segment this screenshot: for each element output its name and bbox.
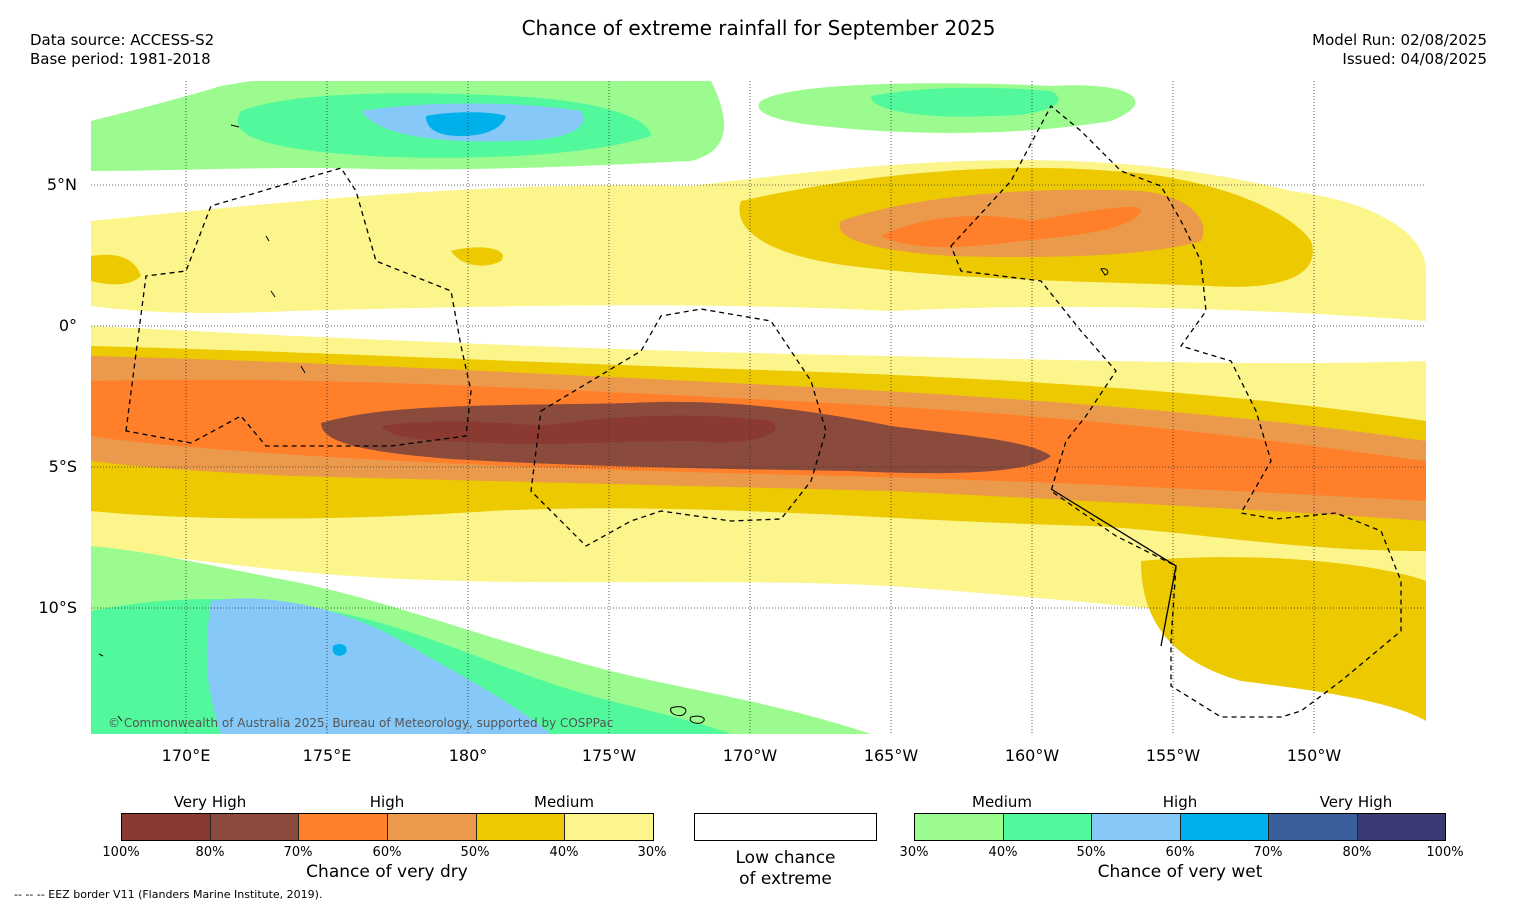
lat-label-0: 0° bbox=[58, 316, 77, 335]
south-wet-veryhigh-region bbox=[206, 598, 552, 734]
dry-tick-70: 70% bbox=[283, 845, 313, 860]
lon-label-170e: 170°E bbox=[161, 746, 211, 765]
wet-tick-40: 40% bbox=[988, 845, 1018, 860]
north-dry-high-band-2 bbox=[91, 254, 141, 285]
lon-label-175w: 175°W bbox=[581, 746, 637, 765]
wet-swatch-2 bbox=[1003, 814, 1092, 840]
wet-tick-60: 60% bbox=[1165, 845, 1195, 860]
dry-tick-100: 100% bbox=[102, 845, 140, 860]
data-source-label: Data source: ACCESS-S2 bbox=[30, 31, 215, 49]
low-chance-label-line1: Low chance bbox=[735, 848, 836, 868]
wet-colorbar bbox=[914, 813, 1446, 841]
lon-label-165w: 165°W bbox=[863, 746, 919, 765]
graticule bbox=[91, 81, 1426, 734]
dry-tick-40: 40% bbox=[549, 845, 579, 860]
dry-category-medium: Medium bbox=[534, 793, 594, 811]
dry-category-high: High bbox=[369, 793, 405, 811]
low-chance-label-line2: of extreme bbox=[739, 869, 832, 889]
dry-category-very-high: Very High bbox=[173, 793, 247, 811]
north-wet-extreme-region bbox=[426, 112, 506, 136]
lon-label-150w: 150°W bbox=[1286, 746, 1342, 765]
eez-borders bbox=[125, 104, 1402, 718]
dry-swatch-1 bbox=[122, 814, 211, 840]
dry-swatch-5 bbox=[476, 814, 566, 840]
north-dry-high-band-3 bbox=[451, 247, 503, 266]
wet-swatch-4 bbox=[1180, 814, 1269, 840]
dry-swatch-2 bbox=[210, 814, 300, 840]
map-title: Chance of extreme rainfall for September… bbox=[521, 16, 996, 40]
lat-label-5n: 5°N bbox=[46, 175, 77, 194]
dry-swatch-6 bbox=[565, 814, 654, 840]
wet-tick-30: 30% bbox=[899, 845, 929, 860]
south-wet-extreme-region bbox=[332, 643, 347, 656]
low-chance-swatch bbox=[694, 813, 877, 841]
wet-swatch-5 bbox=[1269, 814, 1358, 840]
dry-tick-30: 30% bbox=[637, 845, 667, 860]
north-wet-high-region-2 bbox=[871, 87, 1059, 117]
model-run-label: Model Run: 02/08/2025 bbox=[1312, 31, 1487, 49]
dry-tick-60: 60% bbox=[372, 845, 402, 860]
lon-label-175e: 175°E bbox=[302, 746, 352, 765]
north-dry-extreme-band bbox=[881, 206, 1141, 248]
equatorial-high-extension bbox=[1141, 557, 1426, 721]
wet-swatch-6 bbox=[1357, 814, 1445, 840]
wet-category-very-high: Very High bbox=[1319, 793, 1393, 811]
wet-colorbar-title: Chance of very wet bbox=[1097, 862, 1263, 882]
maritime-boundary-line bbox=[1050, 488, 1177, 647]
rainfall-map bbox=[91, 81, 1426, 734]
wet-swatch-3 bbox=[1092, 814, 1181, 840]
wet-tick-100: 100% bbox=[1426, 845, 1464, 860]
copyright-notice: © Commonwealth of Australia 2025, Bureau… bbox=[108, 716, 614, 730]
wet-tick-50: 50% bbox=[1076, 845, 1106, 860]
wet-category-medium: Medium bbox=[972, 793, 1032, 811]
lat-label-10s: 10°S bbox=[38, 598, 77, 617]
eez-border-note: -- -- -- EEZ border V11 (Flanders Marine… bbox=[14, 888, 323, 901]
dry-tick-80: 80% bbox=[195, 845, 225, 860]
lon-label-160w: 160°W bbox=[1004, 746, 1060, 765]
wet-tick-80: 80% bbox=[1342, 845, 1372, 860]
lat-label-5s: 5°S bbox=[48, 457, 77, 476]
lon-label-170w: 170°W bbox=[722, 746, 778, 765]
lon-label-155w: 155°W bbox=[1145, 746, 1201, 765]
dry-colorbar-title: Chance of very dry bbox=[306, 862, 468, 882]
dry-tick-50: 50% bbox=[460, 845, 490, 860]
eez-border-phoenix bbox=[530, 308, 827, 547]
island-outlines bbox=[98, 124, 1109, 724]
wet-category-high: High bbox=[1162, 793, 1198, 811]
equatorial-core-darkest bbox=[381, 415, 776, 444]
dry-swatch-4 bbox=[388, 814, 477, 840]
dry-colorbar bbox=[121, 813, 654, 841]
dry-swatch-3 bbox=[299, 814, 389, 840]
lon-label-180: 180° bbox=[448, 746, 488, 765]
issued-label: Issued: 04/08/2025 bbox=[1342, 50, 1487, 68]
base-period-label: Base period: 1981-2018 bbox=[30, 50, 211, 68]
wet-tick-70: 70% bbox=[1253, 845, 1283, 860]
rainfall-map-canvas bbox=[91, 81, 1426, 734]
wet-swatch-1 bbox=[915, 814, 1004, 840]
